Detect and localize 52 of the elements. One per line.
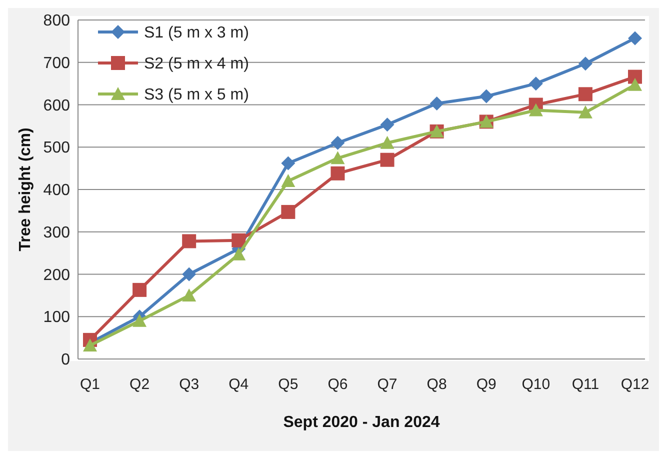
point xyxy=(182,234,196,248)
y-tick-label: 400 xyxy=(43,182,70,200)
point xyxy=(182,267,196,282)
x-tick-label: Q1 xyxy=(80,376,100,393)
legend-label: S3 (5 m x 5 m) xyxy=(144,86,249,104)
point xyxy=(281,156,296,170)
point xyxy=(528,103,543,116)
point xyxy=(628,78,642,91)
x-tick-label: Q9 xyxy=(476,376,496,393)
point xyxy=(330,136,345,150)
x-tick-label: Q11 xyxy=(572,376,600,393)
x-tick-label: Q3 xyxy=(179,376,200,393)
x-tick-label: Q8 xyxy=(426,376,447,393)
point xyxy=(578,87,592,102)
point xyxy=(430,96,444,110)
x-tick-label: Q7 xyxy=(377,376,398,393)
y-axis-title: Tree height (cm) xyxy=(17,128,34,252)
legend-label: S2 (5 m x 4 m) xyxy=(144,56,249,73)
y-tick-label: 600 xyxy=(43,97,70,114)
point xyxy=(330,166,345,180)
point xyxy=(182,288,196,302)
y-tick-label: 700 xyxy=(43,54,70,72)
x-axis-title: Sept 2020 - Jan 2024 xyxy=(283,414,440,431)
point xyxy=(232,233,246,248)
y-tick-label: 500 xyxy=(43,140,70,157)
point xyxy=(479,89,494,104)
point xyxy=(380,136,394,149)
legend-label: S1 (5 m x 3 m) xyxy=(144,24,249,42)
point xyxy=(83,338,97,352)
point xyxy=(380,152,394,167)
y-tick-label: 200 xyxy=(43,266,70,284)
point xyxy=(232,247,246,260)
y-tick-label: 300 xyxy=(43,224,70,242)
point xyxy=(578,105,592,118)
y-tick-label: 0 xyxy=(61,352,70,369)
y-tick-label: 800 xyxy=(43,12,70,30)
x-tick-label: Q5 xyxy=(278,376,298,393)
point xyxy=(628,31,642,46)
point xyxy=(281,174,296,188)
point xyxy=(132,282,147,297)
point xyxy=(380,118,394,132)
y-tick-label: 100 xyxy=(43,309,70,326)
x-tick-label: Q10 xyxy=(522,376,550,393)
point xyxy=(528,76,543,91)
x-tick-label: Q6 xyxy=(328,376,348,393)
x-tick-label: Q2 xyxy=(130,376,150,393)
point xyxy=(281,204,296,219)
x-tick-label: Q12 xyxy=(620,376,650,393)
x-tick-label: Q4 xyxy=(228,376,249,393)
point xyxy=(132,314,147,327)
point xyxy=(578,56,592,71)
point xyxy=(330,151,345,164)
